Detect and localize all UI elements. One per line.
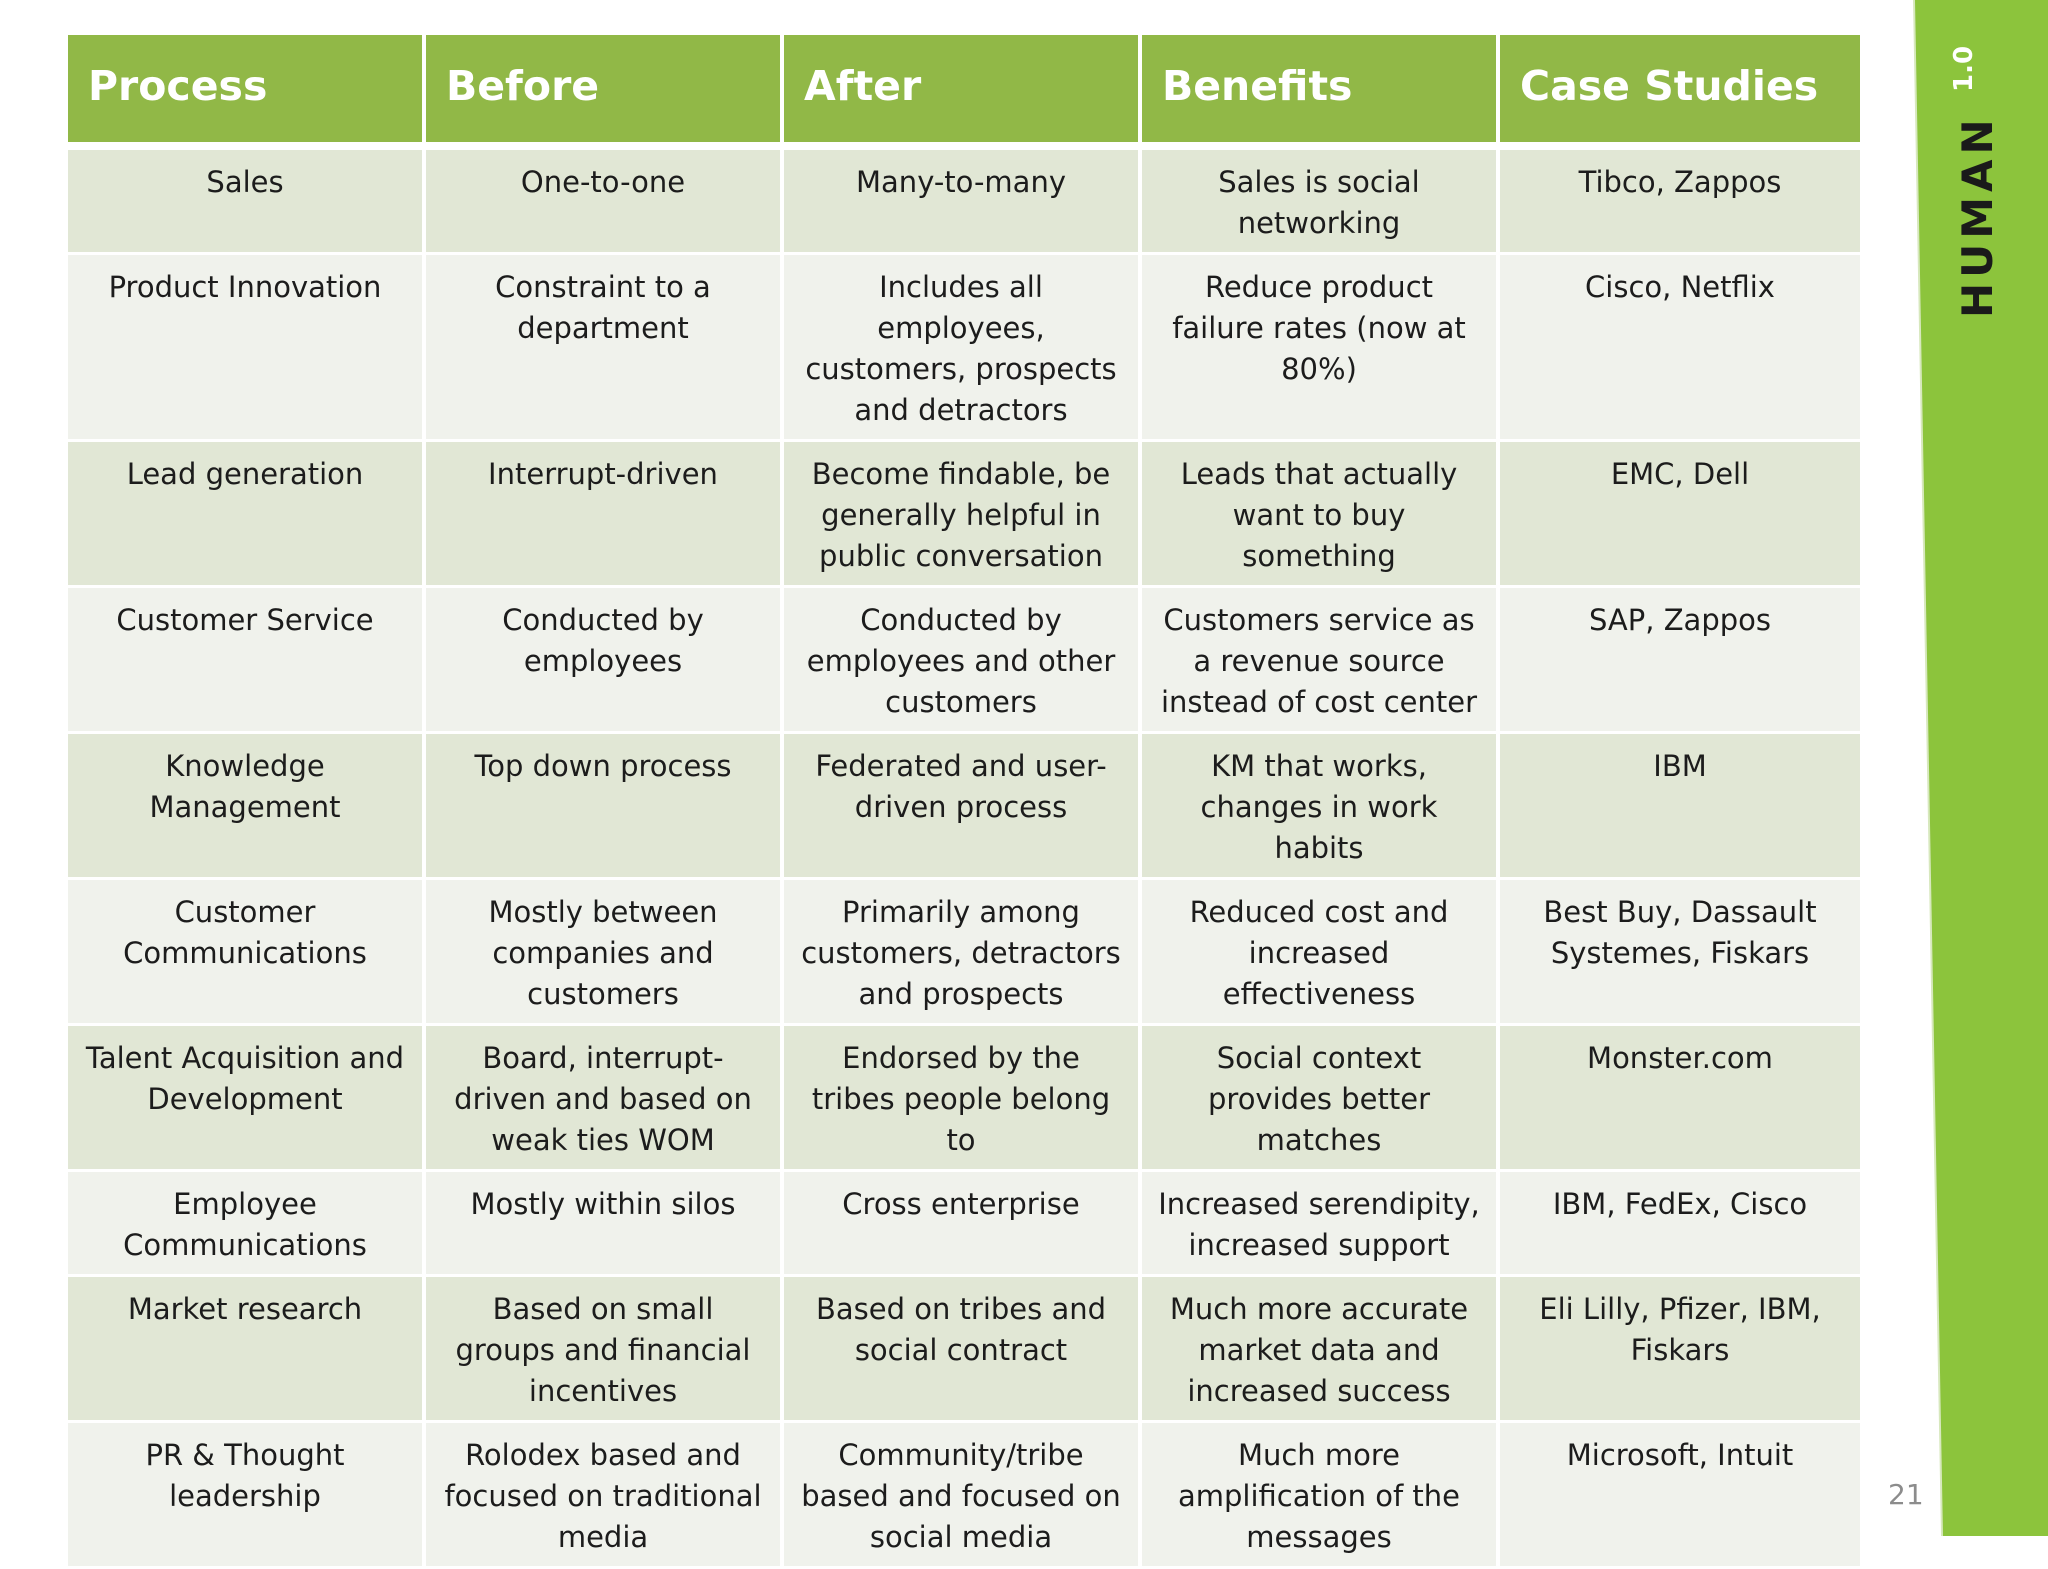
- header-before: Before: [426, 35, 784, 150]
- cell-process: Market research: [68, 1277, 426, 1423]
- page-number: 21: [1888, 1478, 1924, 1511]
- cell-case-studies: Cisco, Netflix: [1500, 255, 1860, 442]
- cell-benefits: Much more amplification of the messages: [1142, 1423, 1500, 1569]
- cell-case-studies: Monster.com: [1500, 1026, 1860, 1172]
- logo-text: HUMAN: [1953, 114, 2002, 318]
- cell-case-studies: EMC, Dell: [1500, 442, 1860, 588]
- cell-before: Mostly between companies and customers: [426, 880, 784, 1026]
- header-after: After: [784, 35, 1142, 150]
- cell-case-studies: Best Buy, Dassault Systemes, Fiskars: [1500, 880, 1860, 1026]
- cell-case-studies: Microsoft, Intuit: [1500, 1423, 1860, 1569]
- brand-band: HUMAN 1.0: [1913, 0, 2048, 1536]
- cell-process: Customer Communications: [68, 880, 426, 1026]
- cell-after: Community/tribe based and focused on soc…: [784, 1423, 1142, 1569]
- human-logo: HUMAN 1.0: [1949, 46, 2002, 318]
- table-body: Sales One-to-one Many-to-many Sales is soci…: [68, 150, 1860, 1569]
- table-row: Market research Based on small groups and…: [68, 1277, 1860, 1423]
- cell-case-studies: Tibco, Zappos: [1500, 150, 1860, 255]
- brand-green-stripe: [1914, 0, 2048, 1536]
- cell-process: Product Innovation: [68, 255, 426, 442]
- brand-stripe-edge: [1913, 0, 1943, 1536]
- cell-after: Become findable, be generally helpful in…: [784, 442, 1142, 588]
- cell-benefits: Social context provides better matches: [1142, 1026, 1500, 1172]
- cell-before: Top down process: [426, 734, 784, 880]
- cell-process: Sales: [68, 150, 426, 255]
- cell-benefits: Customers service as a revenue source in…: [1142, 588, 1500, 734]
- header-process: Process: [68, 35, 426, 150]
- cell-after: Endorsed by the tribes people belong to: [784, 1026, 1142, 1172]
- cell-after: Primarily among customers, detractors an…: [784, 880, 1142, 1026]
- table-row: Product Innovation Constraint to a depart…: [68, 255, 1860, 442]
- table-row: Knowledge Management Top down process Fede…: [68, 734, 1860, 880]
- cell-benefits: Sales is social networking: [1142, 150, 1500, 255]
- cell-before: Interrupt-driven: [426, 442, 784, 588]
- table-row: Talent Acquisition and Development Board,…: [68, 1026, 1860, 1172]
- cell-after: Conducted by employees and other custome…: [784, 588, 1142, 734]
- logo-version: 1.0: [1949, 46, 1979, 92]
- cell-case-studies: IBM, FedEx, Cisco: [1500, 1172, 1860, 1277]
- cell-benefits: Reduced cost and increased effectiveness: [1142, 880, 1500, 1026]
- table-row: Lead generation Interrupt-driven Become fi…: [68, 442, 1860, 588]
- cell-before: One-to-one: [426, 150, 784, 255]
- cell-process: Talent Acquisition and Development: [68, 1026, 426, 1172]
- cell-before: Mostly within silos: [426, 1172, 784, 1277]
- cell-process: Lead generation: [68, 442, 426, 588]
- header-case-studies: Case Studies: [1500, 35, 1860, 150]
- cell-case-studies: IBM: [1500, 734, 1860, 880]
- cell-benefits: KM that works, changes in work habits: [1142, 734, 1500, 880]
- cell-before: Board, interrupt-driven and based on wea…: [426, 1026, 784, 1172]
- table-row: PR & Thought leadership Rolodex based and…: [68, 1423, 1860, 1569]
- table-row: Sales One-to-one Many-to-many Sales is soci…: [68, 150, 1860, 255]
- table-row: Employee Communications Mostly within sil…: [68, 1172, 1860, 1277]
- cell-case-studies: SAP, Zappos: [1500, 588, 1860, 734]
- cell-benefits: Reduce product failure rates (now at 80%…: [1142, 255, 1500, 442]
- table-header-row: Process Before After Benefits Case Studi…: [68, 35, 1860, 150]
- cell-process: Knowledge Management: [68, 734, 426, 880]
- cell-process: PR & Thought leadership: [68, 1423, 426, 1569]
- cell-process: Customer Service: [68, 588, 426, 734]
- cell-after: Many-to-many: [784, 150, 1142, 255]
- cell-after: Based on tribes and social contract: [784, 1277, 1142, 1423]
- cell-after: Includes all employees, customers, prosp…: [784, 255, 1142, 442]
- header-benefits: Benefits: [1142, 35, 1500, 150]
- table-row: Customer Service Conducted by employees Co…: [68, 588, 1860, 734]
- cell-before: Based on small groups and financial ince…: [426, 1277, 784, 1423]
- cell-before: Rolodex based and focused on traditional…: [426, 1423, 784, 1569]
- cell-before: Conducted by employees: [426, 588, 784, 734]
- cell-before: Constraint to a department: [426, 255, 784, 442]
- cell-benefits: Leads that actually want to buy somethin…: [1142, 442, 1500, 588]
- cell-benefits: Much more accurate market data and incre…: [1142, 1277, 1500, 1423]
- cell-benefits: Increased serendipity, increased support: [1142, 1172, 1500, 1277]
- table-row: Customer Communications Mostly between co…: [68, 880, 1860, 1026]
- cell-process: Employee Communications: [68, 1172, 426, 1277]
- cell-case-studies: Eli Lilly, Pfizer, IBM, Fiskars: [1500, 1277, 1860, 1423]
- cell-after: Cross enterprise: [784, 1172, 1142, 1277]
- process-comparison-table: Process Before After Benefits Case Studi…: [68, 35, 1860, 1569]
- cell-after: Federated and user-driven process: [784, 734, 1142, 880]
